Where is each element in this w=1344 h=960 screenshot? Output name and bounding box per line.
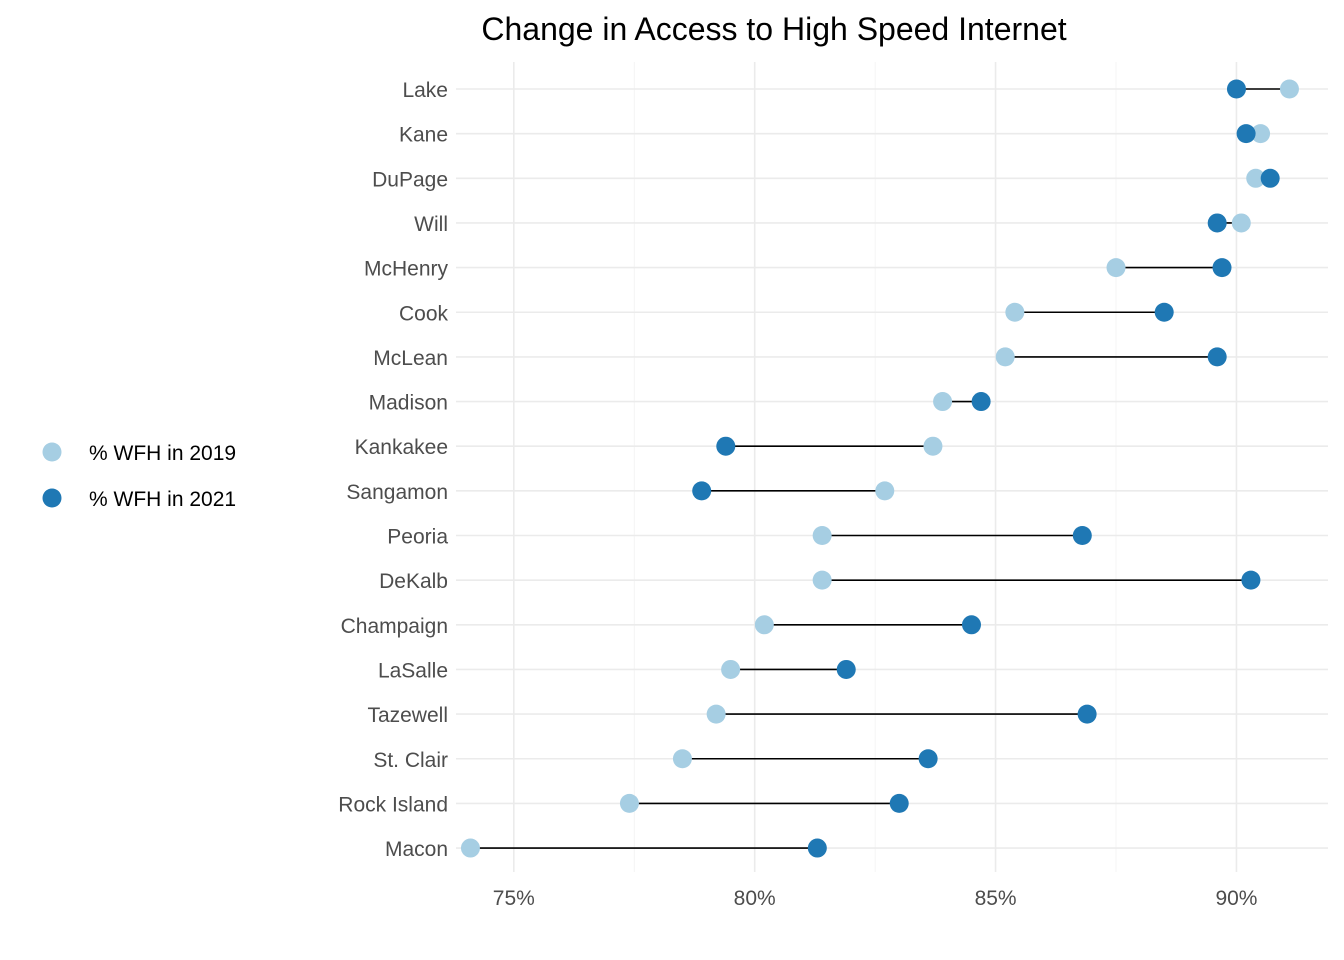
legend: % WFH in 2019 % WFH in 2021	[42, 442, 236, 511]
y-category-label: Macon	[385, 838, 448, 861]
y-category-label: Lake	[402, 79, 448, 102]
point-2021	[716, 436, 736, 456]
legend-label-2021: % WFH in 2021	[89, 488, 236, 511]
point-2019	[1106, 258, 1126, 278]
point-2021	[807, 838, 827, 858]
point-2021	[1072, 526, 1092, 545]
point-2021	[1236, 124, 1256, 144]
y-category-label: Madison	[369, 392, 448, 415]
minor-gridlines	[633, 62, 1117, 872]
point-2019	[812, 570, 832, 590]
y-category-label: McHenry	[364, 258, 449, 281]
y-category-label: Tazewell	[367, 704, 448, 727]
point-2021	[1207, 347, 1227, 367]
point-2019	[754, 615, 774, 635]
y-category-label: Cook	[399, 302, 449, 325]
legend-label-2019: % WFH in 2019	[89, 442, 236, 465]
point-2021	[1260, 168, 1280, 188]
point-2021	[1207, 213, 1227, 233]
x-tick-label: 90%	[1215, 887, 1257, 910]
y-category-label: St. Clair	[373, 749, 448, 772]
point-2021	[692, 481, 712, 501]
legend-key-2021	[42, 488, 62, 508]
point-2019	[812, 526, 832, 545]
point-2021	[1077, 704, 1097, 724]
y-category-label: Kane	[399, 124, 448, 147]
x-tick-label: 75%	[493, 887, 535, 910]
x-tick-label: 85%	[975, 887, 1017, 910]
y-category-label: DeKalb	[379, 570, 448, 593]
legend-key-2019	[42, 442, 62, 462]
point-2021	[1154, 302, 1174, 322]
y-category-label: Kankakee	[355, 436, 448, 459]
point-2019	[1005, 302, 1025, 322]
point-2019	[1246, 168, 1266, 188]
point-2019	[1251, 124, 1271, 144]
x-tick-label: 80%	[734, 887, 776, 910]
point-2021	[971, 392, 991, 412]
point-2021	[1241, 570, 1261, 590]
y-category-label: McLean	[373, 347, 448, 370]
data-points	[460, 79, 1299, 858]
point-2019	[619, 793, 639, 813]
y-category-label: Sangamon	[346, 481, 448, 504]
point-2021	[1226, 79, 1246, 99]
point-2019	[995, 347, 1015, 367]
chart-title: Change in Access to High Speed Internet	[481, 11, 1066, 47]
x-axis-tick-labels: 75% 80% 85% 90%	[493, 887, 1258, 910]
point-2019	[1231, 213, 1251, 233]
point-2019	[923, 436, 943, 456]
point-2019	[933, 392, 953, 412]
point-2021	[1212, 258, 1232, 278]
connector-segments	[470, 88, 1290, 849]
major-gridlines	[456, 62, 1328, 872]
point-2019	[875, 481, 895, 501]
point-2021	[836, 659, 856, 679]
point-2021	[961, 615, 981, 635]
point-2019	[721, 659, 741, 679]
point-2019	[460, 838, 480, 858]
y-category-label: LaSalle	[378, 659, 448, 682]
y-axis-category-labels: Lake Kane DuPage Will McHenry Cook McLean Madis…	[338, 79, 448, 861]
point-2021	[918, 749, 938, 769]
y-category-label: Peoria	[387, 526, 448, 549]
point-2019	[706, 704, 726, 724]
point-2021	[889, 793, 909, 813]
y-category-label: Rock Island	[338, 793, 448, 816]
y-category-label: DuPage	[372, 168, 448, 191]
point-2019	[672, 749, 692, 769]
y-category-label: Will	[414, 213, 448, 236]
y-category-label: Champaign	[341, 615, 448, 638]
point-2019	[1279, 79, 1299, 99]
